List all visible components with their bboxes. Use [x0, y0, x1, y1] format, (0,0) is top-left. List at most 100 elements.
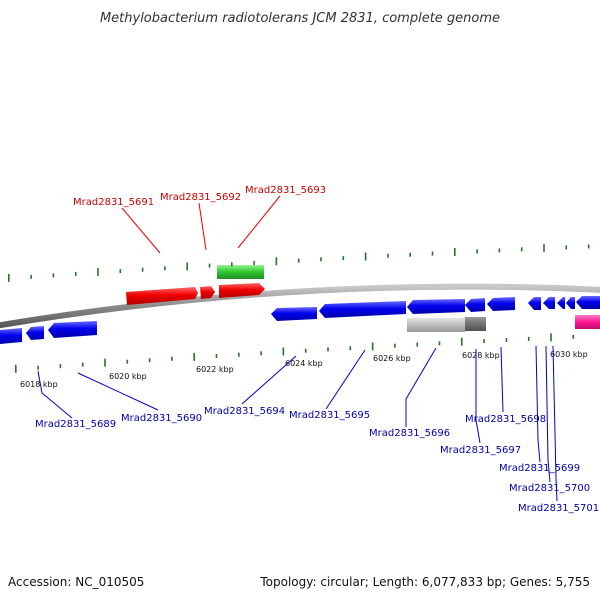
gene-mrad2831-5699[interactable]	[528, 297, 541, 310]
outer-tick-row	[8, 243, 590, 282]
gene-mrad2831-5698[interactable]	[487, 297, 515, 311]
outer-tick-12	[275, 257, 278, 266]
gene-label-mrad2831-5693[interactable]: Mrad2831_5693	[245, 185, 326, 196]
inner-tick-24	[550, 333, 552, 342]
inner-tick-10	[238, 352, 240, 357]
outer-tick-23	[520, 247, 523, 252]
gene-label-mrad2831-5696[interactable]: Mrad2831_5696	[369, 428, 450, 439]
scale-label-6022: 6022 kbp	[196, 365, 234, 374]
outer-tick-7	[164, 266, 166, 271]
gene-rna-green[interactable]	[217, 265, 264, 279]
gene-label-mrad2831-5691[interactable]: Mrad2831_5691	[73, 197, 154, 208]
gene-pseudo[interactable]	[407, 318, 465, 332]
outer-tick-18	[409, 252, 411, 257]
gene-mrad2831-5692[interactable]	[200, 286, 215, 299]
genome-summary-text: Topology: circular; Length: 6,077,833 bp…	[259, 575, 590, 589]
gene-reverse-edge[interactable]	[576, 296, 600, 309]
gene-mrad2831-5700[interactable]	[543, 297, 555, 309]
inner-tick-21	[483, 339, 485, 344]
scale-label-6028: 6028 kbp	[462, 351, 500, 360]
gene-mrad2831-5690[interactable]	[48, 321, 97, 338]
outer-tick-20	[454, 248, 456, 256]
outer-tick-0	[8, 273, 10, 282]
inner-tick-14	[327, 347, 329, 352]
reverse-genes	[0, 296, 600, 344]
inner-tick-25	[572, 334, 575, 339]
outer-tick-13	[297, 258, 300, 263]
gene-mrad2831-5693[interactable]	[219, 283, 265, 298]
map-title: Methylobacterium radiotolerans JCM 2831,…	[100, 11, 500, 26]
gene-misc-pink[interactable]	[575, 315, 600, 329]
gene-mrad2831-5695[interactable]	[319, 301, 406, 318]
gene-reverse-small-b[interactable]	[557, 297, 565, 309]
gene-pseudo-dark[interactable]	[465, 317, 486, 331]
outer-tick-8	[186, 262, 188, 271]
outer-tick-16	[364, 252, 367, 261]
inner-tick-17	[394, 343, 396, 348]
outer-tick-2	[52, 273, 55, 278]
outer-tick-3	[74, 271, 77, 276]
gene-reverse-small-a[interactable]	[26, 326, 44, 340]
forward-gene-labels: Mrad2831_5691 Mrad2831_5692 Mrad2831_569…	[73, 185, 326, 208]
inner-tick-16	[371, 342, 374, 351]
gene-mrad2831-5696[interactable]	[407, 299, 465, 314]
scale-labels: 6018 kbp 6020 kbp 6022 kbp 6024 kbp 6026…	[20, 350, 588, 389]
inner-tick-7	[171, 356, 173, 361]
forward-genes	[126, 265, 265, 305]
gene-mrad2831-5689[interactable]	[0, 328, 22, 344]
inner-tick-15	[349, 346, 352, 351]
outer-tick-26	[587, 244, 590, 249]
inner-tick-1	[37, 365, 39, 370]
outer-tick-4	[97, 268, 99, 276]
scale-label-6020: 6020 kbp	[109, 372, 147, 381]
reverse-gene-labels: Mrad2831_5689 Mrad2831_5690 Mrad2831_569…	[35, 406, 599, 514]
inner-tick-20	[461, 337, 463, 346]
gene-label-mrad2831-5700[interactable]: Mrad2831_5700	[509, 483, 590, 494]
inner-tick-3	[81, 362, 84, 367]
inner-tick-19	[438, 341, 441, 346]
scale-label-6030: 6030 kbp	[550, 350, 588, 359]
gene-mrad2831-5697[interactable]	[465, 298, 485, 312]
gene-label-mrad2831-5695[interactable]: Mrad2831_5695	[289, 410, 370, 421]
inner-tick-22	[505, 338, 508, 342]
gene-mrad2831-5691[interactable]	[126, 287, 198, 305]
inner-tick-0	[15, 364, 17, 373]
inner-tick-row	[15, 333, 575, 373]
inner-tick-23	[527, 336, 530, 341]
gene-label-mrad2831-5690[interactable]: Mrad2831_5690	[121, 413, 202, 424]
outer-tick-25	[565, 245, 568, 250]
inner-tick-2	[59, 364, 62, 369]
gene-label-mrad2831-5689[interactable]: Mrad2831_5689	[35, 419, 116, 430]
gene-mrad2831-5694[interactable]	[271, 307, 317, 321]
inner-tick-8	[193, 352, 195, 361]
scale-label-6026: 6026 kbp	[373, 354, 411, 363]
gene-label-mrad2831-5694[interactable]: Mrad2831_5694	[204, 406, 285, 417]
inner-tick-5	[126, 359, 129, 364]
inner-tick-6	[148, 358, 151, 363]
inner-tick-13	[304, 348, 307, 353]
reverse-leader-lines	[37, 345, 558, 502]
gene-mrad2831-5701[interactable]	[566, 297, 575, 309]
gene-label-mrad2831-5699[interactable]: Mrad2831_5699	[499, 463, 580, 474]
gene-label-mrad2831-5698[interactable]: Mrad2831_5698	[465, 414, 546, 425]
gene-label-mrad2831-5701[interactable]: Mrad2831_5701	[518, 503, 599, 514]
outer-tick-14	[320, 257, 322, 262]
outer-tick-17	[387, 253, 389, 258]
outer-tick-10	[231, 262, 233, 267]
outer-tick-15	[342, 256, 345, 261]
inner-tick-18	[416, 342, 418, 347]
gene-label-mrad2831-5692[interactable]: Mrad2831_5692	[160, 192, 241, 203]
accession-text: Accession: NC_010505	[8, 575, 144, 589]
gene-label-mrad2831-5697[interactable]: Mrad2831_5697	[440, 445, 521, 456]
inner-tick-11	[260, 351, 262, 356]
outer-tick-6	[141, 267, 144, 272]
outer-tick-5	[119, 269, 122, 274]
genome-backbone	[0, 283, 600, 329]
outer-tick-11	[253, 261, 255, 266]
scale-label-6024: 6024 kbp	[285, 359, 323, 368]
inner-tick-9	[215, 354, 218, 358]
inner-tick-12	[282, 347, 285, 356]
outer-tick-1	[30, 274, 32, 279]
outer-tick-21	[476, 249, 478, 254]
